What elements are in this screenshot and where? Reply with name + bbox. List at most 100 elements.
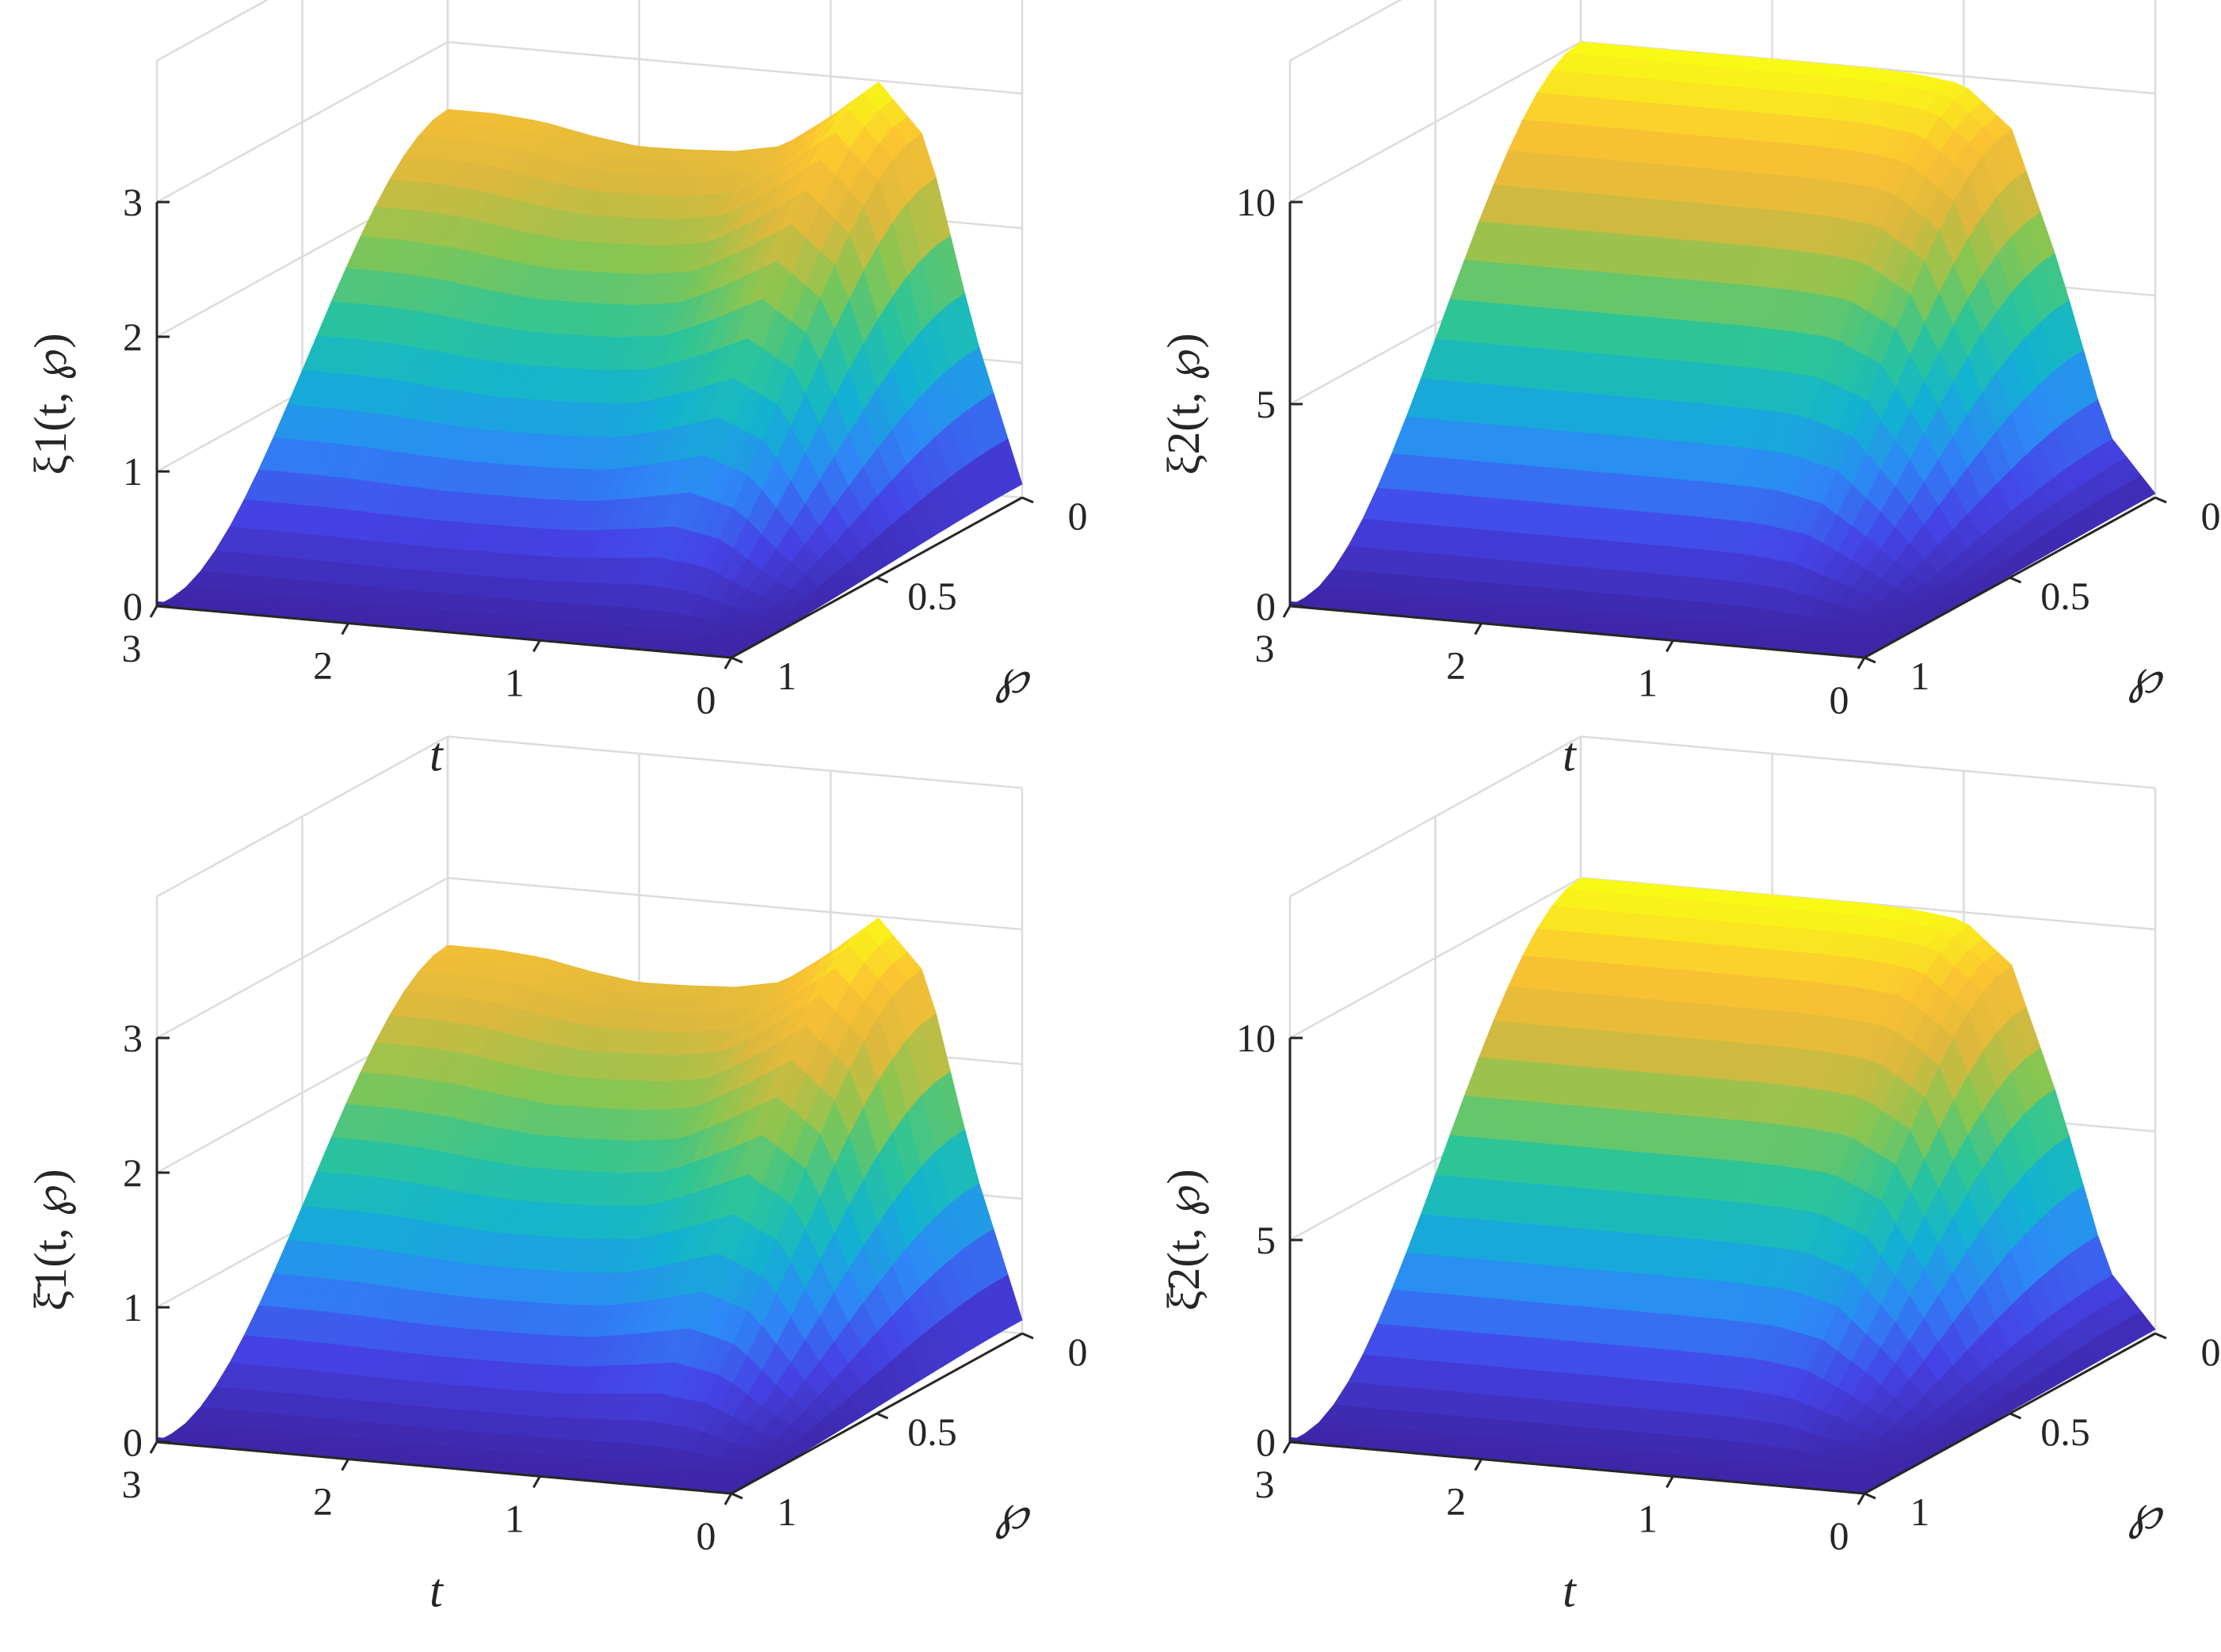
surface-front-edge: [157, 1436, 731, 1494]
grid-line: [447, 735, 1023, 789]
phi-tick-label: 0: [1068, 494, 1088, 538]
phi-tick-mark: [2009, 1412, 2022, 1420]
grid-line: [1289, 876, 1582, 1040]
grid-line: [156, 876, 448, 1040]
phi-tick-label: 0.5: [2040, 574, 2090, 618]
z-tick-label: 0: [123, 1420, 143, 1464]
phi-tick-mark: [731, 656, 743, 664]
t-tick-label: 0: [1830, 1513, 1849, 1558]
t-tick-mark: [532, 639, 541, 653]
surface: [1288, 877, 2156, 1494]
grid-line: [1289, 40, 1582, 204]
t-axis-line: [1289, 1440, 1865, 1495]
grid-line: [447, 876, 1023, 931]
t-axis-label: t: [429, 729, 444, 781]
phi-tick-mark: [1864, 1492, 1876, 1500]
phi-tick-label: 0: [1068, 1330, 1088, 1374]
t-tick-mark: [1282, 1441, 1292, 1454]
t-axis-label: t: [1563, 1565, 1577, 1617]
phi-tick-label: 1: [777, 654, 797, 698]
t-tick-label: 0: [696, 1513, 716, 1558]
t-axis-line: [1289, 605, 1865, 659]
axes: [1282, 1036, 2167, 1505]
z-tick-label: 0: [1256, 1420, 1276, 1464]
t-tick-mark: [532, 1475, 541, 1489]
z-tick-label: 1: [123, 449, 143, 494]
t-tick-mark: [149, 605, 158, 618]
z-tick-label: 2: [123, 315, 143, 359]
phi-tick-label: 1: [1910, 654, 1930, 698]
z-axis-label: ξ̄2(t, ℘): [1158, 1169, 1209, 1311]
t-tick-label: 3: [122, 1462, 142, 1506]
grid-line: [1289, 735, 1582, 898]
z-axis-label: ξ2(t, ℘): [1158, 333, 1209, 475]
t-axis-label: t: [1563, 729, 1577, 781]
t-tick-label: 1: [1638, 1496, 1658, 1540]
grid-line: [1289, 0, 1402, 62]
phi-tick-mark: [1021, 1332, 1034, 1340]
t-tick-mark: [1474, 622, 1483, 635]
z-tick-label: 1: [123, 1285, 143, 1330]
z-tick-label: 0: [123, 584, 143, 628]
t-axis-label: t: [429, 1565, 444, 1617]
grid-line: [1580, 735, 2156, 789]
z-axis-label: ξ1(t, ℘): [25, 333, 76, 475]
t-tick-mark: [723, 1493, 733, 1505]
grid-line: [447, 40, 1023, 95]
z-tick-label: 3: [123, 180, 143, 224]
z-tick-label: 5: [1256, 382, 1276, 426]
surface: [1288, 41, 2156, 658]
phi-tick-label: 0.5: [2040, 1410, 2090, 1454]
phi-tick-mark: [731, 1492, 743, 1500]
t-tick-mark: [341, 622, 349, 635]
phi-tick-label: 1: [777, 1490, 797, 1534]
grid-line: [156, 40, 448, 204]
surface-front-edge: [1290, 1436, 1864, 1494]
phi-tick-mark: [2154, 496, 2167, 504]
t-tick-label: 0: [696, 677, 716, 722]
phi-axis-label: ℘: [995, 650, 1031, 704]
t-tick-label: 1: [505, 1496, 525, 1540]
t-axis-line: [156, 605, 732, 659]
z-tick-label: 10: [1236, 1016, 1276, 1060]
t-tick-label: 2: [313, 643, 333, 688]
z-tick-label: 3: [123, 1016, 143, 1060]
phi-axis-label: ℘: [2128, 650, 2164, 704]
grid-line: [156, 0, 269, 62]
t-tick-mark: [1474, 1458, 1483, 1471]
t-tick-mark: [1857, 657, 1866, 670]
phi-tick-label: 0: [2201, 1330, 2221, 1374]
t-tick-label: 2: [313, 1479, 333, 1524]
axes: [1282, 200, 2167, 670]
t-tick-label: 3: [1255, 1462, 1275, 1506]
axes: [149, 200, 1034, 670]
z-tick-label: 5: [1256, 1218, 1276, 1262]
phi-tick-label: 1: [1910, 1490, 1930, 1534]
axes: [149, 1036, 1034, 1505]
z-tick-label: 2: [123, 1150, 143, 1195]
surface: [155, 917, 1023, 1494]
surface-front-edge: [1290, 601, 1864, 658]
t-tick-mark: [341, 1458, 349, 1471]
t-tick-label: 2: [1446, 1479, 1466, 1524]
grid-line: [156, 735, 448, 898]
z-tick-label: 0: [1256, 584, 1276, 628]
phi-axis-label: ℘: [995, 1486, 1031, 1539]
phi-tick-mark: [2009, 576, 2022, 584]
phi-tick-mark: [876, 576, 889, 584]
surface: [155, 81, 1023, 658]
t-tick-label: 3: [1255, 626, 1275, 670]
t-tick-label: 2: [1446, 643, 1466, 688]
phi-tick-mark: [1021, 496, 1034, 504]
phi-tick-mark: [2154, 1332, 2167, 1340]
phi-tick-label: 0.5: [907, 1410, 957, 1454]
surface-front-edge: [157, 601, 731, 658]
t-tick-mark: [1282, 605, 1292, 618]
